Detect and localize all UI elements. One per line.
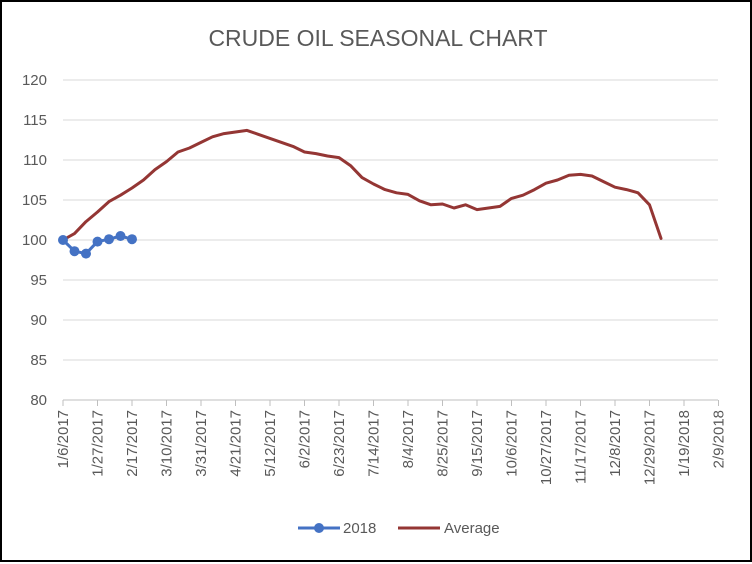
x-tick-label: 11/17/2017 — [573, 410, 590, 484]
series-2018-point — [104, 234, 114, 245]
x-tick-label: 7/14/2017 — [366, 410, 383, 477]
series-2018-point — [58, 235, 68, 245]
x-tick-label: 10/27/2017 — [538, 410, 555, 485]
x-tick-label: 3/31/2017 — [193, 410, 210, 477]
x-tick-label: 6/23/2017 — [331, 410, 348, 477]
x-tick-label: 9/15/2017 — [469, 410, 486, 477]
series-2018-point — [127, 234, 137, 245]
x-tick-label: 12/29/2017 — [642, 410, 659, 485]
x-tick-label: 1/19/2018 — [676, 410, 693, 477]
legend-2018-label: 2018 — [343, 520, 376, 537]
y-tick-label: 120 — [22, 72, 47, 89]
y-axis-tick-labels: 120 115 110 105 100 95 90 85 80 — [22, 72, 47, 409]
series-2018-point — [81, 248, 91, 259]
x-tick-label: 4/21/2017 — [228, 410, 245, 477]
x-tick-label: 12/8/2017 — [607, 410, 624, 477]
y-tick-label: 110 — [23, 152, 47, 169]
x-axis-tick-labels: 1/6/2017 1/27/2017 2/17/2017 3/10/2017 3/31/… — [55, 410, 728, 485]
x-tick-label: 2/9/2018 — [711, 410, 728, 468]
series-average-line — [61, 128, 663, 242]
y-tick-label: 115 — [23, 112, 47, 129]
y-tick-label: 80 — [30, 392, 47, 409]
x-tick-label: 6/2/2017 — [297, 410, 314, 468]
x-tick-label: 2/17/2017 — [124, 410, 141, 477]
gridlines — [63, 79, 718, 401]
chart-title: CRUDE OIL SEASONAL CHART — [208, 25, 547, 51]
y-tick-label: 95 — [30, 272, 47, 289]
x-tick-label: 8/25/2017 — [435, 410, 452, 477]
series-2018-point — [115, 231, 126, 241]
y-tick-label: 100 — [22, 232, 47, 249]
legend: 2018 Average — [298, 520, 500, 537]
series-2018-point — [92, 236, 103, 247]
x-axis-tick-marks — [62, 400, 719, 406]
series-2018-point — [69, 246, 80, 257]
x-tick-label: 8/4/2017 — [400, 410, 417, 468]
y-tick-label: 85 — [30, 352, 47, 369]
x-tick-label: 1/6/2017 — [55, 410, 72, 468]
legend-2018-marker — [314, 523, 324, 533]
series-layer — [58, 128, 663, 259]
x-tick-label: 5/12/2017 — [262, 410, 279, 477]
x-tick-label: 3/10/2017 — [159, 410, 176, 477]
x-tick-label: 1/27/2017 — [90, 410, 107, 477]
y-tick-label: 105 — [22, 192, 47, 209]
legend-average-label: Average — [444, 520, 500, 537]
y-tick-label: 90 — [30, 312, 47, 329]
x-tick-label: 10/6/2017 — [504, 410, 521, 477]
